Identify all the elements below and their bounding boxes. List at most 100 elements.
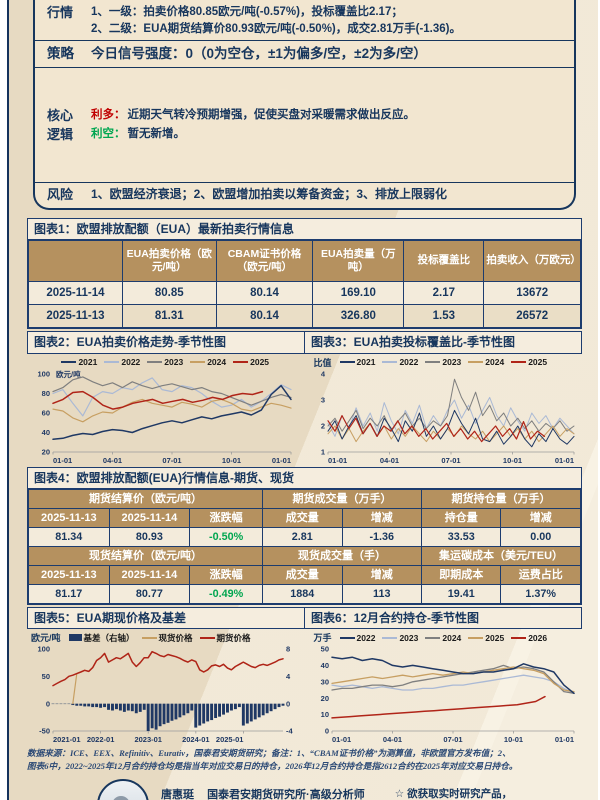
analyst-block: 唐惠珽 国泰君安期货研究所·高级分析师 投资咨询从业资格号：Z0021216 ☆… (27, 779, 582, 800)
chart23-title-bar: 图表2：EUA拍卖价格走势-季节性图 图表3：EUA拍卖投标覆盖比-季节性图 (27, 331, 582, 354)
svg-text:4: 4 (286, 672, 291, 681)
legend-swatch (147, 360, 163, 364)
group-header-row: 期货结算价（欧元/吨） 期货成交量（万手） 期货持仓量（万手） (27, 488, 582, 509)
svg-text:2: 2 (320, 421, 324, 430)
legend-label: 2023 (399, 632, 419, 643)
legend-swatch (425, 360, 441, 364)
legend-item: 2022 (382, 357, 418, 367)
svg-text:2025-01: 2025-01 (216, 735, 244, 744)
legend-swatch (339, 360, 355, 364)
risk-text: 1、欧盟经济衰退；2、欧盟增加拍卖以筹备资金；3、排放上限弱化 (91, 186, 448, 201)
legend-label: 2026 (528, 632, 548, 643)
legend-item: 2023 (425, 357, 461, 367)
chart6-legend: 万手 2022 2023 2024 2025 2026 (310, 631, 583, 644)
market-line-2: 2、二级：EUA期货结算价80.93欧元/吨(-0.50%)，成交2.81万手(… (91, 22, 461, 35)
chart56-row: 欧元/吨 基差（右轴） 现货价格 期货价格 -50 0 50 100 -4 0 4 8 2021-01… (27, 629, 582, 744)
legend-swatch (382, 360, 398, 364)
svg-text:07-01: 07-01 (441, 456, 460, 465)
legend-swatch (425, 636, 441, 640)
svg-text:0: 0 (324, 727, 328, 736)
bullish-label: 利多： (91, 108, 126, 121)
table1-title: 图表1：欧盟排放配额（EUA）最新拍卖行情信息 (28, 218, 581, 241)
table-header-row: EUA拍卖价格（欧元/吨） CBAM证书价格（欧元/吨） EUA拍卖量（万吨） … (28, 240, 581, 283)
legend-item: 2024 (425, 633, 461, 643)
group-header-row: 现货结算价（欧元/吨） 现货成交量（手） 集运碳成本（美元/TEU） (27, 545, 582, 566)
axis-unit-label: 万手 (313, 633, 332, 644)
table1-section: 图表1：欧盟排放配额（EUA）最新拍卖行情信息 EUA拍卖价格（欧元/吨） CB… (27, 217, 582, 330)
legend-swatch (339, 636, 355, 640)
chart6-plot: 0 10 20 30 40 50 01-01 04-01 07-01 10-01 01-01 (320, 645, 575, 744)
svg-text:80: 80 (42, 389, 50, 398)
legend-label: 2022 (356, 632, 376, 643)
legend-swatch (511, 636, 527, 640)
sub-header-row: 2025-11-13 2025-11-14 涨跌幅 成交量 增减 持仓量 增减 (28, 507, 581, 528)
legend-label: 2024 (207, 357, 227, 368)
strategy-row: 策略 今日信号强度：0（0为空仓，±1为偏多/空，±2为多/空） (35, 41, 574, 67)
report-page: 行情 1、一级：拍卖价格80.85欧元/吨(-0.57%)，投标覆盖比2.17；… (7, 0, 598, 800)
chart3-title: 图表3：EUA拍卖投标覆盖比-季节性图 (305, 331, 581, 353)
value-row: 81.34 80.93 -0.50% 2.81 -1.36 33.53 0.00 (28, 526, 581, 547)
person-silhouette-icon (113, 796, 129, 800)
legend-item: 2024 (468, 357, 504, 367)
legend-item: 2025 (511, 357, 547, 367)
chart-dec-contract-oi-seasonal: 万手 2022 2023 2024 2025 2026 0 10 20 30 40 50 01-01 0… (310, 631, 583, 744)
svg-text:10-01: 10-01 (503, 735, 522, 744)
table4-title: 图表4：欧盟排放配额(EUA)行情信息-期货、现货 (28, 467, 581, 489)
svg-text:1: 1 (320, 447, 324, 456)
value-row: 81.17 80.77 -0.49% 1884 113 19.41 1.37% (28, 583, 581, 604)
divider (35, 40, 574, 42)
legend-item: 2023 (147, 357, 183, 367)
svg-text:07-01: 07-01 (162, 456, 181, 465)
core-logic-row: 核心 逻辑 利多： 近期天气转冷预期增强，促使买盘对采暖需求做出反应。 利空： 暂无… (35, 68, 574, 182)
chart-eua-auction-price-seasonal: 2021 2022 2023 2024 2025 20 40 60 80 100 01-01 04-… (27, 356, 300, 465)
svg-text:欧元/吨: 欧元/吨 (56, 369, 81, 379)
axis-unit-label: 比值 (313, 357, 332, 368)
chart2-legend: 2021 2022 2023 2024 2025 (27, 356, 300, 369)
table4-section: 图表4：欧盟排放配额(EUA)行情信息-期货、现货 期货结算价（欧元/吨） 期货… (27, 466, 582, 605)
legend-swatch (233, 360, 249, 364)
legend-label: 2024 (442, 632, 462, 643)
svg-text:40: 40 (320, 661, 328, 670)
legend-swatch (68, 634, 82, 642)
svg-text:0: 0 (46, 700, 50, 709)
legend-label: 2025 (250, 357, 270, 368)
svg-text:30: 30 (320, 678, 328, 687)
legend-item: 2021 (339, 357, 375, 367)
svg-text:01-01: 01-01 (332, 735, 351, 744)
svg-text:01-01: 01-01 (53, 456, 72, 465)
svg-text:50: 50 (320, 645, 328, 654)
svg-text:8: 8 (286, 645, 290, 654)
legend-label: 现货价格 (158, 632, 193, 643)
legend-item: 2021 (61, 357, 97, 367)
divider (35, 181, 574, 183)
legend-label: 2025 (528, 357, 548, 368)
legend-label: 2021 (78, 357, 98, 368)
chart2-plot: 20 40 60 80 100 01-01 04-01 07-01 10-01 01-01 欧元/吨 (37, 369, 292, 465)
strategy-text: 今日信号强度：0（0为空仓，±1为偏多/空，±2为多/空） (91, 46, 427, 62)
risk-label: 风险 (47, 186, 74, 202)
svg-text:0: 0 (286, 700, 290, 709)
analyst-photo (97, 779, 149, 800)
core-label-1: 核心 (47, 107, 74, 123)
star-note-line-1: ☆ 欲获取实时研究产品， (394, 788, 513, 800)
svg-text:-4: -4 (286, 727, 293, 736)
legend-label: 2023 (442, 357, 462, 368)
strategy-label: 策略 (47, 46, 74, 62)
table-row: 2025-11-14 80.85 80.14 169.10 2.17 13672 (28, 281, 581, 306)
chart-futures-spot-basis: 欧元/吨 基差（右轴） 现货价格 期货价格 -50 0 50 100 -4 0 4 8 2021-01… (27, 631, 300, 745)
svg-text:04-01: 04-01 (379, 456, 398, 465)
svg-text:3: 3 (320, 395, 324, 404)
legend-swatch (468, 636, 484, 640)
svg-text:20: 20 (42, 447, 50, 456)
legend-swatch (61, 360, 77, 364)
footnote-line-2: 图表6中，2022~2025年12月合约持仓均是指当年对应交易日的持仓，2026… (27, 761, 518, 772)
futures-spot-table: 期货结算价（欧元/吨） 期货成交量（万手） 期货持仓量（万手） 2025-11-… (27, 488, 582, 604)
svg-text:20: 20 (320, 694, 328, 703)
legend-label: 2025 (485, 632, 505, 643)
svg-text:07-01: 07-01 (443, 735, 462, 744)
legend-item: 2022 (104, 357, 140, 367)
axis-unit-label: 欧元/吨 (31, 633, 61, 644)
chart6-title: 图表6：12月合约持仓-季节性图 (305, 606, 581, 629)
legend-swatch (511, 360, 527, 364)
market-label: 行情 (47, 5, 74, 20)
